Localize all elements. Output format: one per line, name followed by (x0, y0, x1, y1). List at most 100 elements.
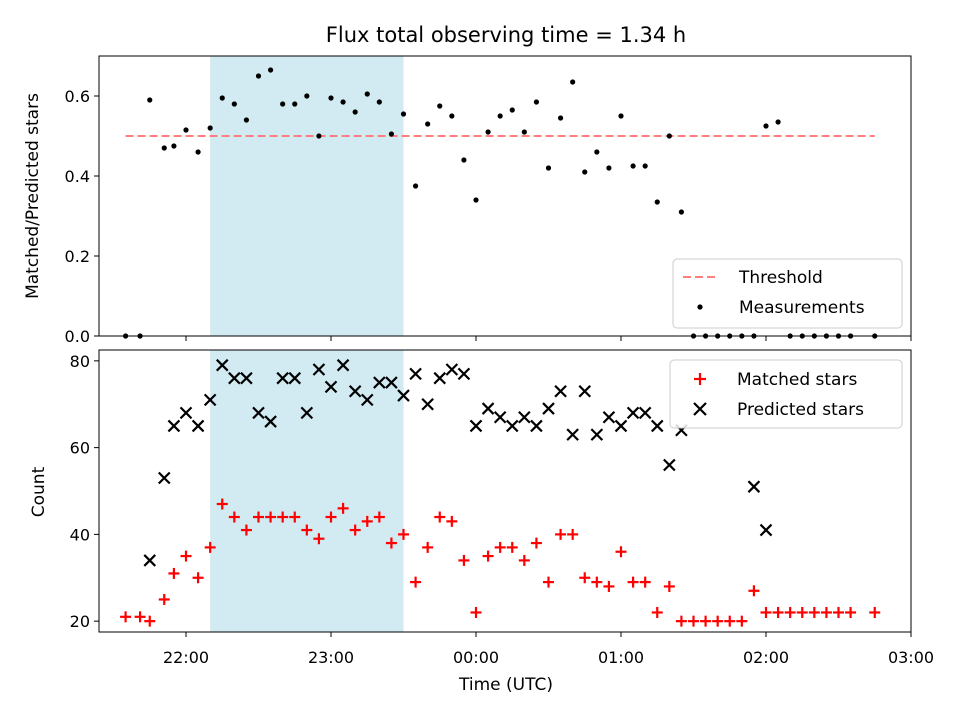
measurement-point (412, 183, 419, 189)
matched-star-point (543, 576, 554, 588)
matched-star-point (494, 541, 506, 553)
predicted-star-point (397, 389, 410, 402)
matched-star-point (349, 524, 361, 536)
predicted-star-point (300, 406, 314, 420)
measurement-point (425, 121, 431, 127)
matched-star-point (458, 554, 470, 566)
matched-star-point (651, 606, 663, 618)
matched-star-point (869, 606, 881, 618)
measurement-point (775, 119, 781, 125)
predicted-star-point (203, 393, 217, 407)
measurement-point (183, 127, 189, 133)
predicted-star-point (157, 471, 171, 485)
measurement-point (461, 157, 467, 163)
matched-star-point (845, 606, 857, 618)
matched-star-point (603, 580, 615, 592)
matched-star-point (434, 511, 446, 523)
matched-star-point (325, 511, 337, 523)
matched-star-point (144, 615, 156, 627)
legend-predicted-swatch (693, 402, 707, 416)
predicted-star-point (264, 415, 277, 428)
matched-star-point (228, 511, 240, 523)
predicted-star-point (421, 397, 434, 411)
bottom-y-tick-label: 60 (70, 439, 90, 458)
measurement-point (388, 131, 395, 137)
predicted-star-point (518, 410, 531, 424)
chart-title: Flux total observing time = 1.34 h (326, 23, 686, 47)
top-y-tick-label: 0.2 (65, 247, 90, 266)
predicted-star-point (566, 428, 579, 441)
predicted-star-point (542, 402, 555, 415)
matched-star-point (134, 611, 146, 623)
measurement-point (582, 169, 588, 175)
predicted-star-point (312, 363, 326, 376)
measurement-point (545, 165, 552, 171)
matched-star-point (555, 528, 567, 540)
predicted-star-point (663, 458, 676, 472)
matched-star-point (301, 524, 313, 536)
matched-star-point (579, 572, 591, 584)
measurement-point (594, 149, 600, 155)
measurement-point (666, 133, 672, 139)
predicted-star-point (457, 367, 471, 381)
matched-star-point (398, 528, 409, 540)
predicted-star-point (324, 380, 338, 394)
measurement-point (654, 199, 660, 205)
predicted-star-point (409, 367, 422, 381)
top-y-axis-label: Matched/Predicted stars (23, 93, 43, 299)
legend-measurements-label: Measurements (739, 298, 865, 318)
matched-star-point (385, 537, 397, 549)
matched-star-point (373, 511, 385, 523)
top-y-tick-label: 0.6 (65, 87, 90, 106)
matched-star-point (180, 550, 192, 562)
measurement-point (557, 115, 564, 121)
matched-star-point (663, 580, 675, 592)
x-tick-label: 02:00 (743, 648, 789, 667)
measurement-point (763, 123, 769, 129)
predicted-star-point (336, 358, 350, 372)
measurement-point (161, 145, 167, 151)
measurement-point (437, 103, 443, 109)
measurement-point (570, 79, 576, 85)
predicted-star-point (469, 419, 483, 433)
bottom-y-tick-label: 20 (70, 612, 90, 631)
measurement-point (304, 93, 310, 99)
matched-star-point (265, 511, 277, 523)
measurement-point (533, 99, 540, 105)
matched-star-point (736, 615, 748, 627)
matched-star-point (204, 541, 216, 553)
top-highlight-band (210, 56, 404, 336)
matched-star-point (289, 511, 301, 523)
predicted-star-point (276, 371, 289, 385)
bottom-axes-frame (98, 349, 912, 633)
predicted-star-point (215, 358, 229, 372)
measurement-point (243, 117, 250, 123)
matched-star-point (712, 615, 724, 627)
matched-star-point (253, 511, 264, 523)
predicted-star-point (167, 419, 181, 433)
matched-star-point (808, 606, 820, 618)
x-tick-label: 01:00 (598, 648, 644, 667)
predicted-star-point (252, 406, 265, 420)
predicted-star-point (602, 410, 616, 424)
x-tick-label: 23:00 (308, 648, 354, 667)
predicted-star-point (385, 376, 398, 389)
measurement-point (642, 163, 648, 169)
matched-star-point (518, 554, 530, 566)
predicted-star-point (759, 523, 773, 537)
predicted-star-point (481, 402, 495, 415)
matched-star-point (639, 576, 651, 588)
predicted-star-point (360, 393, 374, 407)
measurement-point (171, 143, 177, 149)
bottom-legend-box (669, 359, 903, 429)
matched-star-point (796, 606, 808, 618)
measurement-point (630, 163, 636, 169)
matched-star-point (337, 502, 349, 514)
top-panel: Flux total observing time = 1.34 h 0.00.… (23, 23, 912, 346)
predicted-star-point (505, 419, 519, 433)
measurement-point (521, 129, 527, 135)
predicted-star-point (373, 376, 386, 389)
legend-matched-swatch (694, 373, 706, 385)
predicted-star-point (747, 480, 761, 493)
